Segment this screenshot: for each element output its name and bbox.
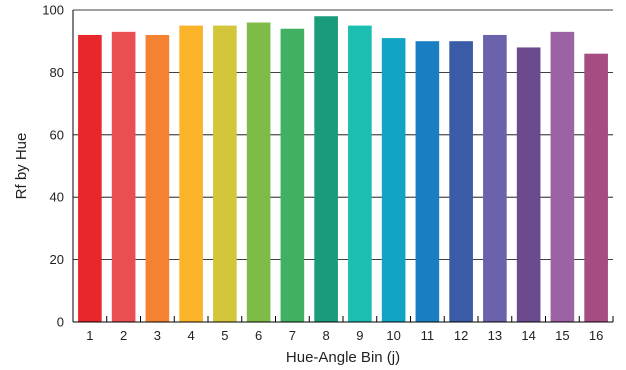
bar-16 (584, 53, 608, 323)
bar-10 (381, 38, 406, 323)
bar-8 (314, 16, 338, 323)
bar-11 (415, 41, 440, 322)
bar-15 (550, 31, 575, 323)
bar-4 (179, 25, 203, 322)
x-tick-label: 9 (356, 328, 363, 343)
x-tick-label: 8 (323, 328, 330, 343)
bar-1 (78, 34, 102, 323)
x-tick-label: 12 (454, 328, 468, 343)
y-tick-label: 60 (50, 127, 64, 142)
x-tick-label: 11 (421, 328, 435, 343)
bar-9 (348, 25, 372, 322)
y-tick-label: 100 (42, 3, 64, 18)
x-tick-label: 6 (255, 328, 262, 343)
x-tick-label: 15 (555, 328, 569, 343)
x-tick-label: 4 (188, 328, 195, 343)
x-tick-label: 1 (86, 328, 93, 343)
bar-3 (145, 34, 170, 323)
x-tick-label: 13 (488, 328, 502, 343)
y-axis-title: Rf by Hue (13, 133, 30, 200)
x-tick-label: 7 (289, 328, 296, 343)
x-tick-label: 10 (386, 328, 400, 343)
bar-14 (516, 47, 541, 322)
bar-7 (280, 28, 305, 322)
bar-12 (449, 41, 473, 322)
x-tick-label: 5 (221, 328, 228, 343)
axes (72, 10, 613, 323)
y-tick-label: 40 (50, 190, 64, 205)
x-tick-label: 14 (521, 328, 535, 343)
y-tick-label: 0 (57, 315, 64, 330)
x-tick-labels: 1 2 3 4 5 6 7 8 9 10 11 12 13 14 15 16 (86, 328, 603, 343)
y-tick-labels: 0 20 40 60 80 100 (42, 3, 64, 330)
x-tick-label: 3 (154, 328, 161, 343)
x-axis-title: Hue-Angle Bin (j) (286, 349, 400, 366)
y-tick-label: 80 (50, 65, 64, 80)
bar-2 (111, 31, 136, 323)
x-tick-label: 16 (589, 328, 603, 343)
y-tick-label: 20 (50, 252, 64, 267)
x-tick-label: 2 (120, 328, 127, 343)
bar-13 (483, 34, 507, 323)
bars (78, 16, 608, 323)
bar-5 (213, 25, 237, 322)
bar-6 (246, 22, 271, 322)
